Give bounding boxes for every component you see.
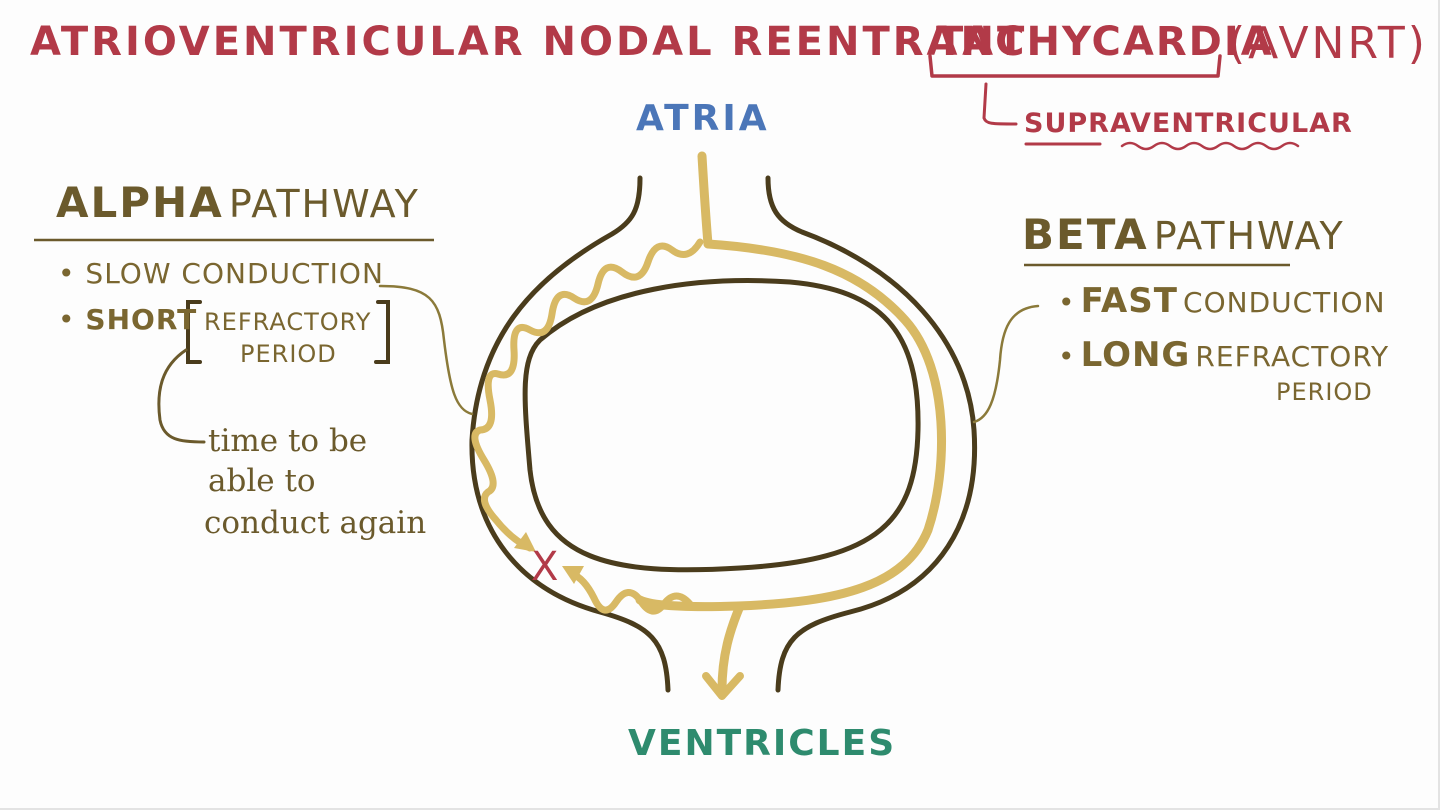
alpha-suffix: PATHWAY: [228, 182, 420, 226]
beta-suffix: PATHWAY: [1153, 214, 1345, 258]
note-line-2: able to: [208, 463, 316, 499]
alpha-period: PERIOD: [240, 340, 337, 368]
inner-ring: [522, 278, 921, 573]
conduction-block-mark: X: [531, 544, 558, 590]
alpha-bullet-1-dot: •: [58, 257, 76, 290]
alpha-name: ALPHA: [56, 178, 224, 227]
refractory-bracket-right: [374, 300, 390, 364]
beta-bullet-1-rest: CONDUCTION: [1183, 286, 1386, 319]
alpha-bullet-2-lead: SHORT: [85, 303, 198, 336]
title-tachycardia: TACHYCARDIA: [936, 19, 1274, 65]
retrograde-arrowhead: [562, 566, 584, 584]
subtype-label: SUPRAVENTRICULAR: [1024, 108, 1353, 139]
alpha-refractory: REFRACTORY: [204, 308, 372, 336]
beta-bullet-2-lead: LONG: [1080, 335, 1191, 375]
beta-bullet-2-dot: •: [1058, 340, 1076, 373]
alpha-pathway-heading: ALPHA PATHWAY: [56, 182, 420, 224]
impulse-ventricle-output: [717, 601, 745, 695]
impulse-atria-input: [697, 151, 713, 249]
note-line-1: time to be: [208, 423, 368, 459]
impulse-beta-pathway: [635, 239, 946, 612]
beta-period: PERIOD: [1276, 378, 1373, 406]
ventricles-label: VENTRICLES: [628, 723, 897, 764]
impulse-retrograde-wave: [568, 570, 694, 615]
note-line-3: conduct again: [204, 505, 427, 541]
beta-bullet-1: • FAST CONDUCTION: [1058, 284, 1386, 318]
title-abbreviation: (AVNRT): [1228, 18, 1428, 69]
outer-ring-right: [765, 175, 978, 693]
alpha-leader-line: [378, 284, 474, 416]
alpha-arrowhead: [514, 532, 536, 552]
alpha-bullet-2-dot: •: [58, 303, 76, 336]
alpha-bullet-1-text: SLOW CONDUCTION: [85, 257, 384, 290]
beta-name: BETA: [1022, 210, 1149, 259]
ventricle-arrowhead: [702, 672, 744, 700]
beta-pathway-heading: BETA PATHWAY: [1022, 214, 1345, 256]
impulse-alpha-pathway: [471, 238, 704, 552]
atria-label: ATRIA: [636, 98, 770, 139]
supraventricular-connector: [982, 82, 1018, 126]
page-title: ATRIOVENTRICULAR NODAL REENTRANT: [30, 19, 1028, 65]
beta-bullet-2: • LONG REFRACTORY: [1058, 338, 1389, 372]
beta-bullet-1-lead: FAST: [1080, 281, 1178, 321]
tachycardia-bracket: [928, 54, 1222, 78]
ventricular-wavy-underline: [1120, 141, 1300, 151]
refractory-bracket-left: [186, 300, 202, 364]
beta-leader-line: [972, 304, 1040, 424]
alpha-bullet-2: • SHORT: [58, 306, 197, 334]
outer-ring-left: [469, 175, 671, 693]
beta-bullet-1-dot: •: [1058, 286, 1076, 319]
beta-bullet-2-refractory: REFRACTORY: [1195, 340, 1390, 373]
note-connector: [157, 348, 206, 444]
alpha-bullet-1: • SLOW CONDUCTION: [58, 260, 384, 288]
